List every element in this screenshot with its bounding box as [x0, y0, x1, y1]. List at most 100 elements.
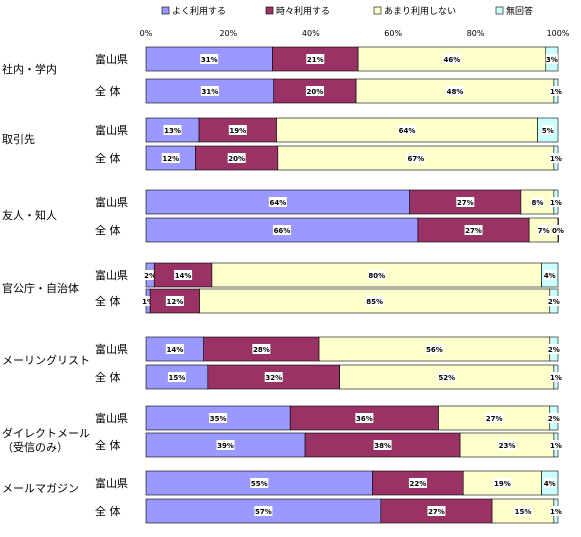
data-label: 7% — [538, 227, 550, 235]
region-label: 富山県 — [95, 195, 128, 209]
data-label: 3% — [546, 56, 558, 64]
data-label: 20% — [307, 88, 324, 96]
data-label: 52% — [438, 374, 455, 382]
data-label: 5% — [542, 127, 554, 135]
data-label: 1% — [550, 155, 562, 163]
data-label: 57% — [255, 508, 272, 516]
data-label-bg — [398, 125, 417, 135]
region-label: 富山県 — [95, 123, 128, 137]
data-label: 19% — [229, 127, 246, 135]
data-label-bg — [163, 125, 182, 135]
data-label-bg — [541, 125, 554, 135]
data-label-bg — [306, 54, 325, 64]
data-label: 14% — [166, 346, 183, 354]
data-label: 1% — [550, 442, 562, 450]
data-label-bg — [161, 153, 180, 163]
data-label: 1% — [550, 88, 562, 96]
region-label: 富山県 — [95, 342, 128, 356]
data-label-bg — [264, 372, 283, 382]
data-label-bg — [549, 197, 562, 207]
data-label-bg — [549, 86, 562, 96]
bar-segment — [145, 470, 373, 496]
data-label: 64% — [269, 199, 286, 207]
region-label: 全 体 — [95, 151, 121, 165]
data-label: 64% — [399, 127, 416, 135]
data-label-bg — [456, 197, 475, 207]
data-label-bg — [165, 344, 184, 354]
data-label-bg — [216, 440, 235, 450]
region-label: 富山県 — [95, 268, 128, 282]
data-label-bg — [537, 225, 550, 235]
region-label: 全 体 — [95, 438, 121, 452]
data-label: 80% — [368, 272, 385, 280]
data-label-bg — [144, 270, 157, 280]
data-label-bg — [425, 344, 444, 354]
bar-segment — [276, 117, 538, 143]
data-label-bg — [167, 372, 186, 382]
data-label-bg — [547, 344, 560, 354]
data-label-bg — [547, 413, 560, 423]
data-label-bg — [513, 506, 532, 516]
data-label-bg — [543, 270, 556, 280]
data-label-bg — [272, 225, 291, 235]
group-label: メーリングリスト — [2, 353, 90, 367]
data-label: 8% — [531, 199, 543, 207]
data-label-bg — [228, 125, 247, 135]
data-label: 1% — [550, 374, 562, 382]
legend: よく利用する 時々利用する あまり利用しない 無回答 — [161, 5, 533, 17]
data-label-bg — [549, 506, 562, 516]
data-label-bg — [464, 225, 483, 235]
region-label: 全 体 — [95, 84, 121, 98]
data-label-bg — [200, 86, 219, 96]
data-label-bg — [485, 413, 504, 423]
x-tick-label: 40% — [302, 29, 320, 38]
data-label: 36% — [356, 415, 373, 423]
group-label: 社内・学内 — [2, 62, 57, 76]
data-label: 19% — [494, 480, 511, 488]
data-label: 67% — [407, 155, 424, 163]
group-label: ダイレクトメール — [2, 426, 90, 440]
data-label: 14% — [175, 272, 192, 280]
data-label-bg — [250, 478, 269, 488]
legend-swatch-2 — [373, 6, 382, 15]
data-label: 23% — [499, 442, 516, 450]
data-label: 56% — [426, 346, 443, 354]
data-label-bg — [252, 344, 271, 354]
data-label: 4% — [544, 480, 556, 488]
legend-label-1: 時々利用する — [276, 5, 330, 17]
data-label: 1% — [550, 199, 562, 207]
data-label-bg — [174, 270, 193, 280]
data-label-bg — [549, 372, 562, 382]
data-label-bg — [200, 54, 219, 64]
data-label-bg — [493, 478, 512, 488]
x-tick-label: 0% — [140, 29, 153, 38]
data-label-bg — [142, 296, 155, 306]
data-label: 32% — [265, 374, 282, 382]
data-label: 22% — [410, 480, 427, 488]
region-label: 全 体 — [95, 294, 121, 308]
region-label: 富山県 — [95, 476, 128, 490]
x-axis-ticks: 0% 20% 40% 60% 80% 100% — [140, 29, 570, 38]
legend-swatch-1 — [265, 6, 274, 15]
data-label: 13% — [164, 127, 181, 135]
data-label: 4% — [544, 272, 556, 280]
data-label: 15% — [169, 374, 186, 382]
data-label-bg — [437, 372, 456, 382]
data-label: 2% — [548, 346, 560, 354]
legend-label-0: よく利用する — [172, 5, 226, 17]
data-label-bg — [442, 54, 461, 64]
data-label: 21% — [307, 56, 324, 64]
data-label: 12% — [166, 298, 183, 306]
data-label: 27% — [457, 199, 474, 207]
data-label-bg — [365, 296, 384, 306]
data-label: 12% — [162, 155, 179, 163]
data-label: 2% — [548, 298, 560, 306]
data-label: 27% — [428, 508, 445, 516]
data-label: 0% — [552, 227, 564, 235]
group-label: メールマガジン — [2, 482, 79, 495]
data-label: 27% — [486, 415, 503, 423]
data-label: 39% — [217, 442, 234, 450]
data-label-bg — [227, 153, 246, 163]
